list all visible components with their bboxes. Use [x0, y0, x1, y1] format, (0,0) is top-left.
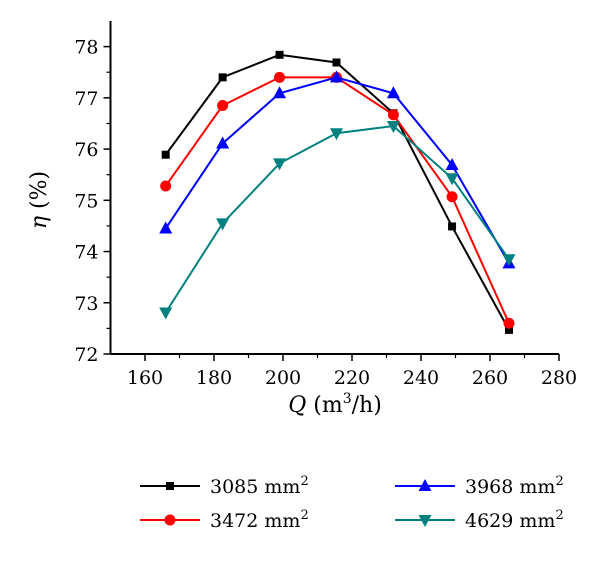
legend-label-sup: 2: [300, 508, 308, 523]
y-tick-label: 77: [74, 88, 98, 110]
legend-label-sup: 2: [555, 508, 563, 523]
data-point: [502, 254, 516, 267]
legend-label: 3472 mm2: [210, 508, 309, 532]
data-point: [273, 158, 287, 171]
legend-label-sup: 2: [555, 474, 563, 489]
series-group: [159, 50, 516, 334]
x-tick-label: 180: [196, 367, 232, 389]
legend-label-text: 3085 mm: [210, 476, 300, 498]
series-line: [164, 53, 510, 331]
data-point: [387, 109, 399, 121]
y-tick-label: 72: [74, 344, 98, 366]
series-triangle-up: [159, 70, 516, 269]
data-point: [161, 150, 170, 159]
x-tick-label: 280: [541, 367, 577, 389]
x-axis-label: Q (m3/h): [288, 391, 382, 418]
data-point: [216, 218, 230, 231]
data-point: [216, 136, 230, 149]
legend-label: 3968 mm2: [465, 474, 564, 498]
data-point: [218, 73, 227, 82]
legend-label-text: 4629 mm: [465, 510, 555, 532]
data-point: [329, 128, 343, 141]
axes: 160 180 200 220 240 260 280 72 73 74 75 76 77 78: [74, 21, 577, 389]
data-point: [273, 86, 287, 99]
data-point: [332, 58, 341, 67]
legend-marker: [166, 482, 174, 490]
data-point: [160, 180, 172, 192]
series-triangle-down: [159, 121, 516, 320]
legend-marker: [418, 479, 432, 491]
data-point: [504, 325, 513, 334]
series-circle: [160, 71, 515, 329]
legend-item: 3968 mm2: [395, 474, 564, 498]
data-point: [448, 222, 457, 231]
legend-item: 3472 mm2: [140, 508, 309, 532]
data-point: [275, 50, 284, 59]
legend-label-text: 3968 mm: [465, 476, 555, 498]
legend-marker: [164, 514, 176, 526]
legend-label: 4629 mm2: [465, 508, 564, 532]
legend-label-text: 3472 mm: [210, 510, 300, 532]
x-tick-label: 240: [403, 367, 439, 389]
x-tick-label: 200: [265, 367, 301, 389]
y-tick-label: 76: [74, 139, 98, 161]
series-line: [164, 76, 510, 324]
y-tick-label: 73: [74, 293, 98, 315]
data-point: [445, 173, 459, 186]
x-tick-label: 260: [472, 367, 508, 389]
data-point: [329, 70, 343, 83]
y-tick-label: 75: [74, 190, 98, 212]
series-square: [161, 50, 513, 334]
legend-item: 3085 mm2: [140, 474, 309, 498]
data-point: [159, 307, 173, 320]
legend-marker: [418, 515, 432, 527]
data-point: [274, 71, 286, 83]
legend-label-sup: 2: [300, 474, 308, 489]
x-tick-label: 220: [334, 367, 370, 389]
data-point: [445, 157, 459, 170]
data-point: [159, 221, 173, 234]
data-point: [217, 100, 229, 112]
data-point: [503, 317, 515, 329]
legend-item: 4629 mm2: [395, 508, 564, 532]
y-tick-label: 78: [74, 37, 98, 59]
legend-label: 3085 mm2: [210, 474, 309, 498]
y-tick-label: 74: [74, 242, 98, 264]
data-point: [386, 86, 400, 99]
y-axis-label: η (%): [27, 171, 52, 229]
x-tick-label: 160: [127, 367, 163, 389]
data-point: [446, 191, 458, 203]
data-point: [386, 121, 400, 134]
